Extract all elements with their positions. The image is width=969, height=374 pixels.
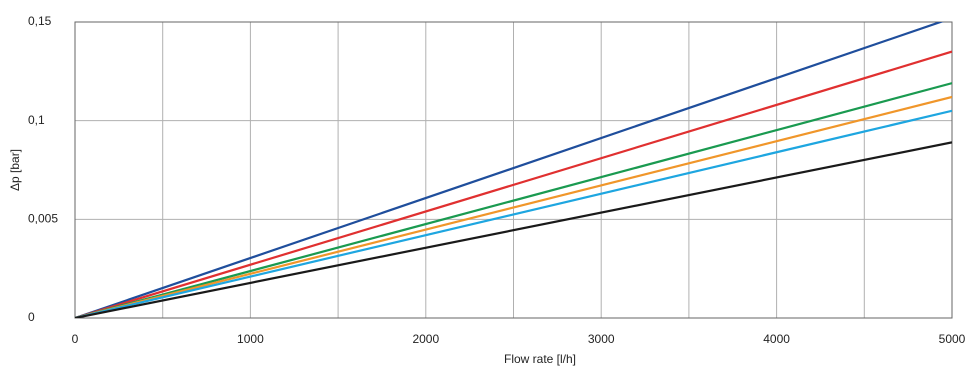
- plot-frame: [74, 21, 953, 319]
- plot-area: [75, 22, 952, 318]
- series-line: [75, 109, 952, 318]
- x-tick-label: 2000: [412, 332, 439, 346]
- x-tick-label: 1000: [237, 332, 264, 346]
- y-tick-label: 0,15: [28, 14, 52, 28]
- x-axis-label: Flow rate [l/h]: [504, 352, 576, 366]
- x-tick-label: 3000: [588, 332, 615, 346]
- x-tick-label: 5000: [939, 332, 966, 346]
- x-tick-label: 0: [72, 332, 79, 346]
- y-tick-label: 0,1: [28, 113, 45, 127]
- series-line: [75, 22, 944, 318]
- series-line: [75, 82, 952, 318]
- y-tick-label: 0: [28, 310, 35, 324]
- series-line: [75, 95, 952, 318]
- y-tick-label: 0,005: [28, 212, 58, 226]
- x-tick-label: 4000: [763, 332, 790, 346]
- y-axis-label: Δp [bar]: [8, 149, 22, 191]
- series-line: [75, 50, 952, 318]
- series-line: [75, 141, 952, 318]
